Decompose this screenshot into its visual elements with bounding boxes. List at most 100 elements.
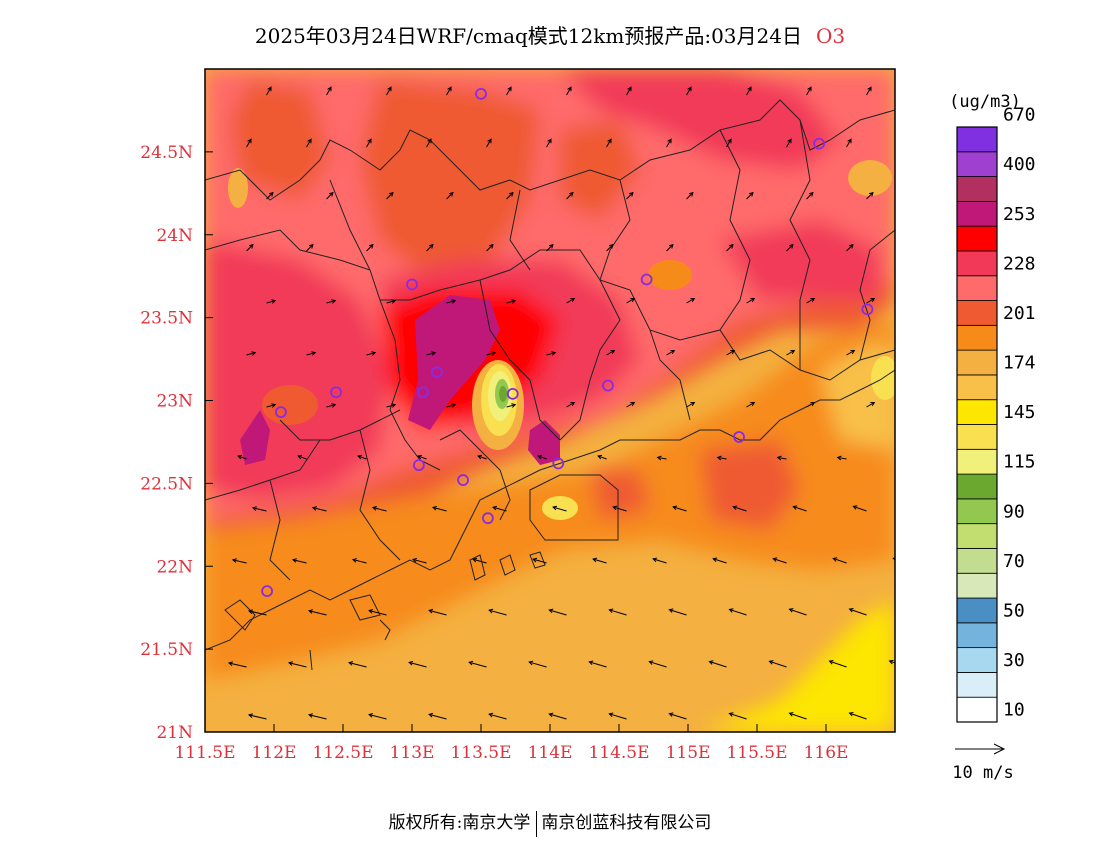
- arrow-icon: [488, 712, 494, 718]
- wind-arrow-shaft: [366, 244, 374, 252]
- arrow-icon: [567, 86, 572, 92]
- arrow-icon: [570, 297, 576, 303]
- arrow-icon: [630, 401, 636, 407]
- arrow-icon: [608, 243, 614, 249]
- arrow-icon: [368, 243, 374, 249]
- wind-arrow-shaft: [927, 193, 933, 199]
- arrow-icon: [750, 401, 756, 407]
- legend-swatch: [956, 225, 998, 252]
- longitude-axis: 111.5E 112E 112.5E 113E 113.5E 114E 114.5E 115E…: [174, 724, 848, 763]
- arrow-icon: [368, 609, 374, 614]
- legend-label: 30: [1003, 650, 1025, 671]
- arrow-icon: [610, 349, 616, 355]
- wind-arrow-shaft: [306, 244, 314, 252]
- wind-arrow-shaft: [306, 352, 316, 356]
- wind-arrow-shaft: [907, 351, 915, 356]
- arrow-icon: [588, 660, 594, 666]
- wind-arrow-shaft: [446, 192, 454, 200]
- wind-arrow-shaft: [666, 244, 674, 252]
- legend-label: 115: [1003, 452, 1036, 473]
- wind-scale: 10 m/s: [952, 743, 1014, 783]
- title-text: 2025年03月24日WRF/cmaq模式12km预报产品:03月24日: [254, 24, 802, 48]
- wind-arrow-shaft: [609, 609, 627, 616]
- arrow-icon: [612, 505, 618, 511]
- lon-tick-label: 115.5E: [726, 743, 787, 763]
- arrow-icon: [592, 557, 598, 563]
- arrow-icon: [850, 349, 856, 355]
- arrow-icon: [652, 557, 658, 563]
- arrow-icon: [472, 557, 478, 563]
- wind-arrow-shaft: [368, 610, 387, 616]
- station-marker: [861, 303, 874, 316]
- arrow-icon: [909, 245, 913, 249]
- legend-swatch: [956, 622, 998, 649]
- concentration-field: [205, 69, 895, 732]
- legend-label: 90: [1003, 501, 1025, 522]
- arrow-icon: [668, 243, 674, 249]
- wind-arrow-shaft: [626, 192, 634, 200]
- wind-arrow-shaft: [846, 138, 852, 148]
- arrow-icon: [892, 557, 895, 561]
- wind-arrow-shaft: [829, 660, 847, 668]
- wind-arrow-shaft: [409, 661, 427, 668]
- arrow-icon: [271, 403, 277, 408]
- arrow-icon: [788, 712, 794, 717]
- arrow-icon: [348, 661, 354, 666]
- wind-arrow-shaft: [288, 662, 307, 668]
- arrow-icon: [371, 506, 377, 511]
- wind-arrow-shaft: [308, 714, 327, 720]
- arrow-icon: [391, 403, 397, 408]
- arrow-icon: [910, 712, 914, 716]
- wind-arrow-shaft: [853, 505, 867, 512]
- wind-arrow-shaft: [386, 300, 396, 304]
- wind-arrow-shaft: [248, 610, 267, 616]
- arrow-icon: [417, 454, 423, 460]
- arrow-icon: [288, 661, 294, 666]
- arrow-icon: [368, 713, 374, 718]
- legend-label: 70: [1003, 551, 1025, 572]
- wind-arrow-shaft: [417, 455, 427, 460]
- latitude-axis: 21N 21.5N 22N 22.5N 23N 23.5N 24N 24.5N: [140, 143, 213, 743]
- arrow-icon: [391, 299, 397, 304]
- arrow-icon: [488, 608, 494, 614]
- wind-arrow-shaft: [308, 610, 327, 616]
- wind-arrow-shaft: [786, 138, 792, 148]
- arrow-icon: [929, 193, 933, 197]
- arrow-icon: [387, 86, 392, 92]
- copyright-footer: 版权所有:南京大学 南京创蓝科技有限公司: [0, 808, 1100, 837]
- legend-label: 670: [1003, 105, 1036, 126]
- wind-arrow-shaft: [686, 298, 695, 304]
- arrow-icon: [331, 299, 337, 304]
- wind-arrow-shaft: [446, 300, 456, 304]
- arrow-icon: [730, 349, 736, 355]
- station-marker: [475, 87, 487, 100]
- wind-arrow-shaft: [592, 558, 607, 564]
- arrow-icon: [367, 138, 372, 144]
- wind-arrow-shaft: [910, 609, 927, 615]
- wind-arrow-shaft: [429, 609, 447, 616]
- arrow-icon: [251, 351, 257, 356]
- legend-swatch: [956, 572, 998, 599]
- station-marker: [506, 387, 519, 400]
- arrow-icon: [548, 608, 554, 614]
- wind-arrow-shaft: [846, 244, 854, 252]
- wind-arrow-shaft: [546, 244, 554, 252]
- wind-arrow-shaft: [686, 402, 695, 408]
- arrow-icon: [227, 661, 233, 666]
- legend-swatch: [956, 597, 998, 624]
- wind-arrow-shaft: [866, 86, 872, 96]
- arrow-icon: [788, 243, 794, 249]
- arrow-icon: [428, 712, 434, 718]
- wind-arrow-shaft: [477, 455, 487, 460]
- wind-arrow-shaft: [793, 506, 807, 512]
- station-marker: [733, 431, 745, 443]
- arrow-icon: [930, 299, 934, 302]
- wind-arrow-shaft: [469, 661, 487, 668]
- wind-arrow-shaft: [626, 402, 635, 408]
- arrow-icon: [712, 557, 718, 562]
- wind-arrow-shaft: [252, 507, 267, 512]
- arrow-icon: [268, 191, 274, 197]
- wind-arrow-shaft: [866, 402, 875, 408]
- wind-arrow-shaft: [673, 506, 687, 512]
- wind-arrow-shaft: [846, 350, 855, 356]
